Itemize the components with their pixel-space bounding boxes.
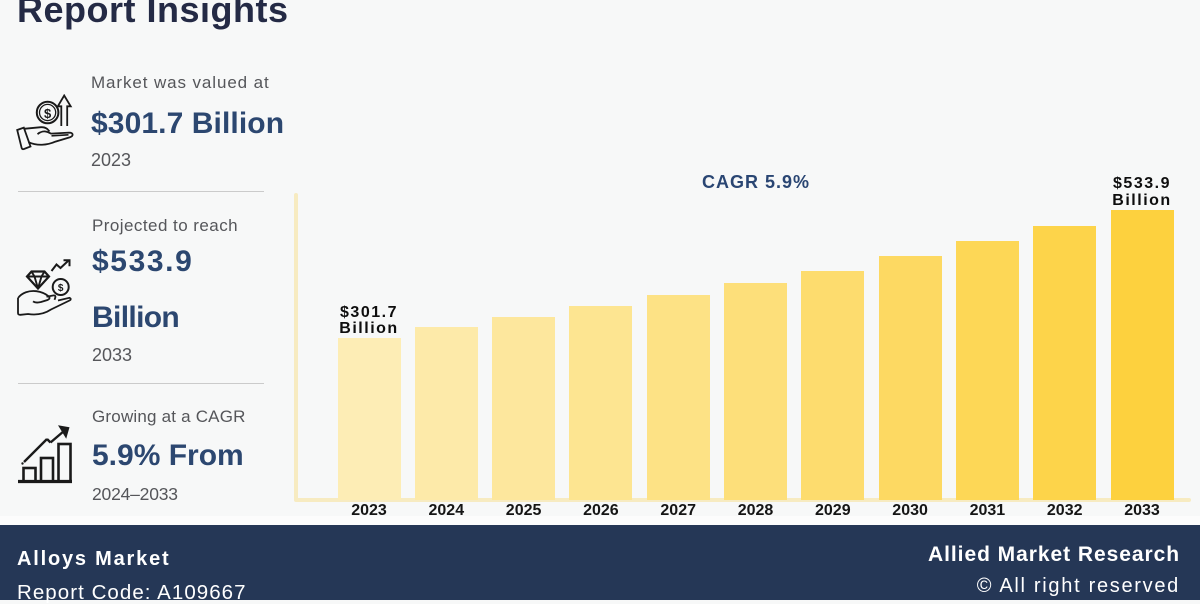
svg-text:$: $ [44,106,52,121]
svg-text:$: $ [58,283,64,294]
